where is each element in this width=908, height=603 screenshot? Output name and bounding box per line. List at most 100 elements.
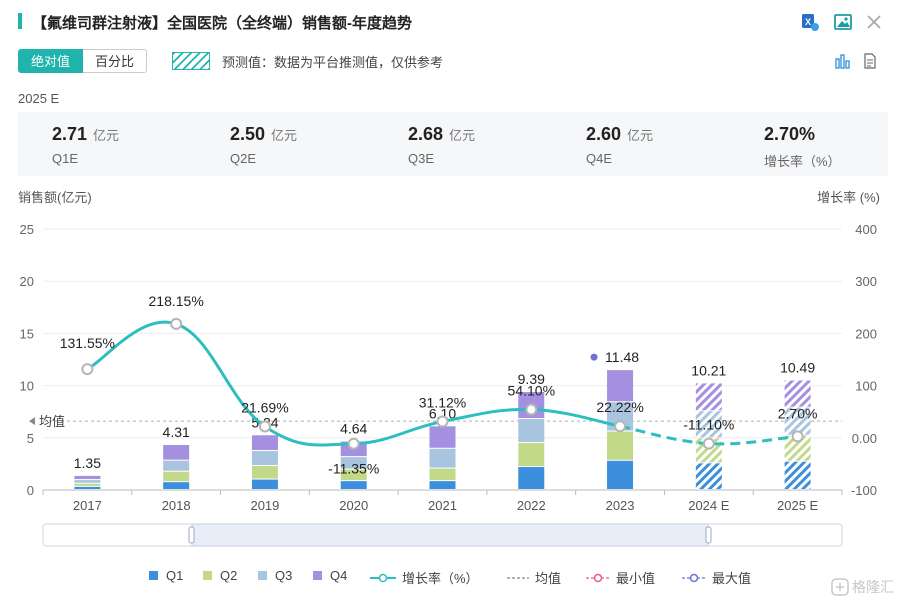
image-export-icon[interactable] (833, 12, 853, 32)
legend-label: 均值 (535, 571, 562, 586)
watermark-logo-icon (831, 578, 849, 596)
stat-q4: 2.60 亿元 Q4E (586, 124, 653, 166)
bar-total-label: 4.64 (340, 421, 367, 437)
y2-tick-label: -100 (851, 483, 877, 498)
legend-swatch (258, 571, 267, 580)
y2-tick-label: 200 (855, 326, 877, 341)
legend-swatch (149, 571, 158, 580)
bar-total-label: 10.49 (780, 359, 815, 375)
y-tick-label: 20 (20, 274, 34, 289)
stat-value: 2.50 (230, 124, 266, 144)
average-marker (29, 417, 35, 426)
stat-label: Q3E (408, 151, 435, 166)
bar-q1-2025-E (784, 461, 811, 489)
title-accent-bar (18, 13, 22, 29)
bar-q1-2023 (607, 460, 634, 489)
legend-item-q1[interactable]: Q1 (149, 568, 183, 583)
bar-q4-2023 (607, 370, 634, 402)
bar-q2-2017 (74, 483, 101, 486)
x-tick-label: 2025 E (777, 498, 819, 513)
legend-label: Q4 (330, 568, 348, 583)
average-label: 均值 (39, 414, 65, 429)
summary-year-label: 2025 E (18, 91, 60, 106)
tab-absolute[interactable]: 绝对值 (18, 49, 84, 73)
stat-unit: 亿元 (627, 128, 654, 143)
legend-item-max[interactable]: 最大值 (682, 568, 751, 587)
sales-trend-chart: 销售额(亿元) 增长率 (%) 0 5 10 15 20 25 -100 0.00 100 200… (18, 190, 880, 547)
excel-export-icon[interactable]: X (800, 12, 820, 32)
bar-total-label: 6.10 (429, 405, 456, 421)
legend-item-q2[interactable]: Q2 (203, 568, 237, 583)
bar-q2-2021 (429, 468, 456, 481)
bar-q4-2019 (251, 435, 278, 450)
legend-label: Q2 (220, 568, 238, 583)
value-mode-tabs: 绝对值 百分比 (18, 49, 148, 73)
bar-q3-2022 (518, 419, 545, 443)
chart-legend: Q1 Q2 Q3 Q4 增长率（%） 均值 最小值 最大值 (0, 568, 908, 588)
legend-min-icon (586, 573, 610, 582)
growth-point (258, 420, 271, 433)
x-tick-label: 2017 (73, 498, 102, 513)
scrollbar-window[interactable] (191, 523, 709, 547)
bar-q1-2022 (518, 467, 545, 489)
bar-total-label: 1.35 (74, 455, 101, 471)
x-tick-label: 2021 (428, 498, 457, 513)
bar-q4-2021 (429, 426, 456, 448)
bar-q1-2019 (251, 479, 278, 489)
legend-item-min[interactable]: 最小值 (586, 568, 655, 587)
y-tick-label: 10 (20, 379, 34, 394)
legend-item-growth[interactable]: 增长率（%） (370, 568, 479, 587)
legend-line-icon (370, 573, 396, 582)
forecast-hatch-swatch (172, 52, 210, 70)
growth-label: 22.22% (596, 399, 643, 415)
stat-label: Q2E (230, 151, 257, 166)
growth-label: 21.69% (241, 399, 288, 415)
legend-item-q4[interactable]: Q4 (313, 568, 347, 583)
scrollbar-handle-right[interactable] (705, 526, 712, 544)
bar-q3-2017 (74, 480, 101, 483)
watermark: 格隆汇 (831, 577, 894, 597)
bar-total-label: 4.31 (163, 424, 190, 440)
bar-q4-2024-E (695, 383, 722, 411)
legend-label: Q3 (275, 568, 293, 583)
legend-label: 最大值 (712, 571, 752, 586)
legend-label: Q1 (166, 568, 184, 583)
legend-swatch (203, 571, 212, 580)
bar-q1-2021 (429, 481, 456, 489)
bar-total-label: 10.21 (691, 362, 726, 378)
stat-q1: 2.71 亿元 Q1E (52, 124, 119, 166)
close-icon[interactable] (864, 12, 884, 32)
zoom-scrollbar[interactable] (42, 523, 843, 547)
table-icon[interactable] (862, 53, 878, 69)
tab-percentage[interactable]: 百分比 (83, 49, 148, 73)
forecast-legend: 预测值：数据为平台推测值，仅供参考 (172, 50, 443, 72)
bar-chart-icon[interactable] (835, 53, 851, 69)
y-tick-label: 15 (20, 326, 34, 341)
stat-label: Q4E (586, 151, 613, 166)
bar-q3-2024-E (695, 411, 722, 438)
bar-q4-2018 (163, 445, 190, 460)
x-tick-label: 2022 (517, 498, 546, 513)
y2-axis-title: 增长率 (%) (817, 190, 880, 205)
stat-value: 2.60 (586, 124, 622, 144)
scrollbar-handle-left[interactable] (188, 526, 195, 544)
bar-q1-2018 (163, 482, 190, 489)
y2-tick-label: 0.00 (852, 431, 877, 446)
y2-tick-label: 100 (855, 379, 877, 394)
legend-label: 增长率（%） (402, 571, 479, 586)
y2-tick-label: 300 (855, 274, 877, 289)
bar-q3-2020 (340, 457, 367, 469)
legend-item-q3[interactable]: Q3 (258, 568, 292, 583)
bar-total-label: 11.48 (605, 349, 639, 365)
y-tick-label: 25 (20, 222, 34, 237)
legend-item-average[interactable]: 均值 (507, 568, 561, 587)
growth-line-forecast (619, 424, 798, 446)
bar-q2-2020 (340, 469, 367, 481)
y-tick-label: 0 (27, 483, 34, 498)
legend-dash-icon (507, 576, 529, 579)
growth-label: 131.55% (60, 335, 115, 351)
x-tick-label: 2023 (606, 498, 635, 513)
svg-text:X: X (805, 17, 811, 27)
growth-point (81, 363, 94, 376)
growth-point (791, 430, 804, 443)
